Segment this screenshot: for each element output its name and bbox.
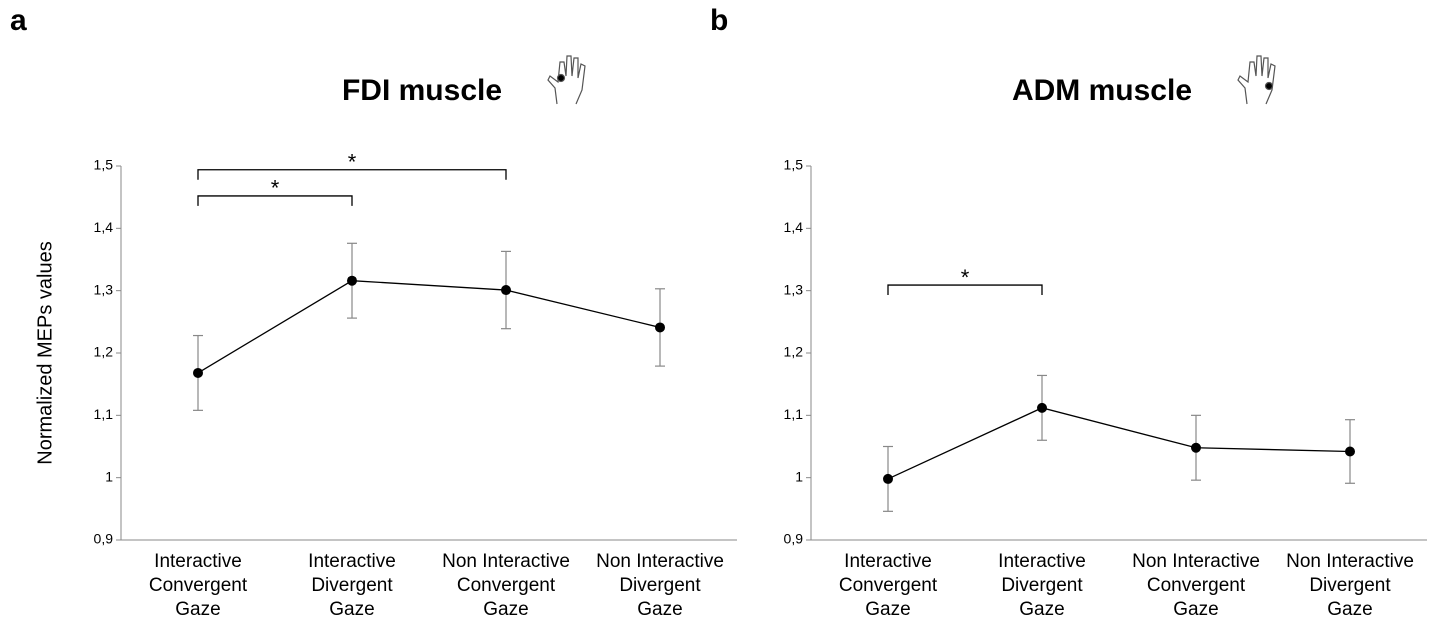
x-tick-line: Interactive — [154, 551, 242, 572]
point — [347, 276, 357, 286]
x-tick-line: Convergent — [1147, 575, 1246, 596]
point — [1037, 403, 1047, 413]
y-tick-label: 1 — [105, 468, 113, 484]
significance-label: * — [961, 265, 970, 290]
x-tick-line: Gaze — [175, 599, 220, 620]
y-tick-label: 1,2 — [94, 344, 114, 360]
y-tick-label: 1,3 — [94, 281, 114, 297]
x-tick-label: Interactive Convergent Gaze — [149, 551, 248, 620]
y-tick-label: 0,9 — [94, 531, 114, 547]
x-tick-line: Interactive — [998, 551, 1086, 572]
x-tick-label: Interactive Divergent Gaze — [308, 551, 396, 620]
x-tick-line: Convergent — [457, 575, 556, 596]
y-axis-label: Normalized MEPs values — [34, 241, 56, 464]
x-tick-line: Divergent — [311, 575, 393, 596]
x-tick-line: Divergent — [619, 575, 701, 596]
x-tick-line: Gaze — [1173, 599, 1218, 620]
y-tick-label: 1 — [795, 468, 803, 484]
y-tick-label: 1,1 — [784, 406, 804, 422]
x-tick-label: Non Interactive Convergent Gaze — [442, 551, 570, 620]
point — [1345, 446, 1355, 456]
x-tick-line: Gaze — [329, 599, 374, 620]
y-tick-label: 1,5 — [784, 157, 804, 173]
x-tick-line: Gaze — [865, 599, 910, 620]
x-tick-line: Convergent — [149, 575, 248, 596]
y-tick-label: 1,2 — [784, 344, 804, 360]
x-tick-line: Non Interactive — [1132, 551, 1260, 572]
x-tick-line: Divergent — [1001, 575, 1083, 596]
x-tick-label: Interactive Convergent Gaze — [839, 551, 938, 620]
y-tick-label: 1,1 — [94, 406, 114, 422]
y-tick-label: 1,5 — [94, 157, 114, 173]
x-tick-line: Interactive — [308, 551, 396, 572]
x-tick-label: Interactive Divergent Gaze — [998, 551, 1086, 620]
significance-label: * — [348, 150, 357, 175]
x-tick-line: Non Interactive — [596, 551, 724, 572]
point — [655, 322, 665, 332]
figure: a FDI muscle Normalized MEPs values 0,9 1 1,1… — [0, 0, 1445, 627]
y-tick-label: 1,4 — [784, 219, 804, 235]
chart-title: ADM muscle — [1012, 74, 1192, 107]
panel-label: a — [10, 4, 27, 37]
x-tick-label: Non Interactive Divergent Gaze — [1286, 551, 1414, 620]
y-tick-label: 1,3 — [784, 281, 804, 297]
significance-label: * — [271, 176, 280, 201]
x-tick-line: Gaze — [483, 599, 528, 620]
point — [501, 285, 511, 295]
chart-title: FDI muscle — [342, 74, 502, 107]
point — [1191, 443, 1201, 453]
x-tick-label: Non Interactive Divergent Gaze — [596, 551, 724, 620]
x-tick-line: Gaze — [1019, 599, 1064, 620]
y-tick-label: 0,9 — [784, 531, 804, 547]
y-tick-label: 1,4 — [94, 219, 114, 235]
x-tick-line: Non Interactive — [442, 551, 570, 572]
x-tick-line: Gaze — [637, 599, 682, 620]
x-tick-line: Divergent — [1309, 575, 1391, 596]
series-line — [198, 281, 660, 373]
series-line — [888, 408, 1350, 479]
x-tick-line: Interactive — [844, 551, 932, 572]
point — [193, 368, 203, 378]
x-tick-label: Non Interactive Convergent Gaze — [1132, 551, 1260, 620]
point — [883, 474, 893, 484]
panel-label: b — [710, 4, 728, 37]
x-tick-line: Non Interactive — [1286, 551, 1414, 572]
x-tick-line: Gaze — [1327, 599, 1372, 620]
x-tick-line: Convergent — [839, 575, 938, 596]
